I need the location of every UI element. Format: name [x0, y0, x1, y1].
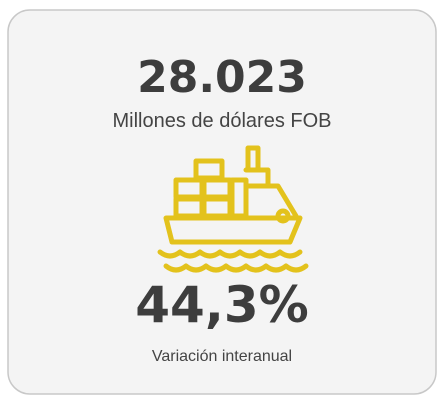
value: 28.023	[137, 52, 307, 103]
card	[7, 9, 437, 395]
unit: Millones de dólares FOB	[113, 110, 332, 132]
ship-icon	[157, 145, 309, 273]
change: 44,3%	[135, 276, 308, 334]
change-label: Variación interanual	[152, 348, 292, 365]
